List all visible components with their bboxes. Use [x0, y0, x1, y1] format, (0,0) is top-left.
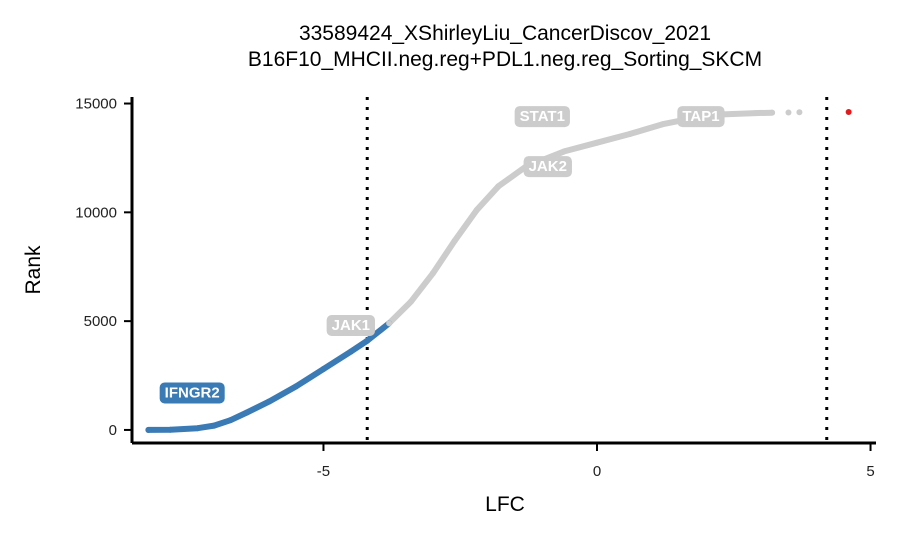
curve-point-20	[626, 130, 633, 137]
curve-point-24	[752, 110, 759, 117]
x-tick-label: -5	[317, 463, 330, 480]
gene-label-jak1: JAK1	[326, 314, 376, 336]
gene-label-jak2: JAK2	[523, 156, 572, 178]
curve-point-12	[408, 298, 414, 305]
gene-label-text: JAK2	[529, 158, 567, 175]
curve-point-16	[495, 183, 502, 190]
curve-point-13	[429, 270, 436, 277]
x-tick-label: 5	[866, 463, 874, 480]
gene-label-box	[514, 106, 570, 128]
curve-point-8	[320, 366, 327, 373]
plot-area: IFNGR2 JAK1 STAT1 JAK2 TAP1	[145, 97, 852, 443]
curve-point-5	[243, 409, 250, 416]
curve-point-2	[194, 425, 201, 432]
gene-label-text: STAT1	[520, 108, 565, 125]
gene-label-box	[677, 106, 725, 128]
x-axis-title: LFC	[485, 493, 525, 516]
chart-title-line1: 33589424_XShirleyLiu_CancerDiscov_2021	[299, 22, 711, 45]
y-tick-label: 15000	[75, 96, 117, 113]
curve-point-6	[265, 398, 272, 405]
series-negative-curve	[145, 320, 393, 433]
curve-point-3	[211, 422, 218, 429]
curve-point-14	[451, 237, 458, 244]
data-point-neutral-1	[796, 109, 803, 116]
curve-point-0	[145, 426, 152, 433]
curve-point-19	[594, 139, 600, 146]
gene-label-text: JAK1	[332, 317, 370, 334]
curve-point-1	[167, 426, 174, 433]
y-axis-ticks: 0 5000 10000 15000	[75, 96, 132, 439]
data-point-neutral-0	[785, 109, 792, 116]
x-tick-label: 0	[593, 463, 601, 480]
curve-point-21	[659, 121, 666, 128]
gene-label-text: IFNGR2	[165, 384, 220, 401]
curve-point-18	[561, 148, 568, 155]
y-tick-label: 5000	[84, 313, 117, 330]
y-tick-label: 10000	[75, 204, 117, 221]
gene-label-box	[326, 314, 376, 336]
data-point-positive-2	[845, 109, 852, 116]
x-axis-ticks: -5 0 5	[317, 443, 875, 480]
curve-point-7	[293, 383, 300, 390]
series-neutral-curve	[364, 109, 776, 344]
gene-label-tap1: TAP1	[677, 106, 725, 128]
curve-point-9	[347, 348, 354, 355]
curve-point-15	[473, 207, 480, 214]
chart-title-line2: B16F10_MHCII.neg.reg+PDL1.neg.reg_Sortin…	[248, 48, 762, 71]
gene-label-ifngr2: IFNGR2	[159, 382, 225, 404]
y-axis-title: Rank	[22, 245, 45, 295]
curve-point-10	[364, 337, 371, 344]
curve-point-25	[769, 109, 776, 116]
curve-point-4	[227, 417, 234, 424]
gene-label-text: TAP1	[682, 108, 719, 125]
gene-label-box	[159, 382, 225, 404]
gene-label-box	[523, 156, 572, 178]
gene-label-stat1: STAT1	[514, 106, 570, 128]
curve-point-11	[386, 320, 393, 327]
y-tick-label: 0	[109, 422, 117, 439]
